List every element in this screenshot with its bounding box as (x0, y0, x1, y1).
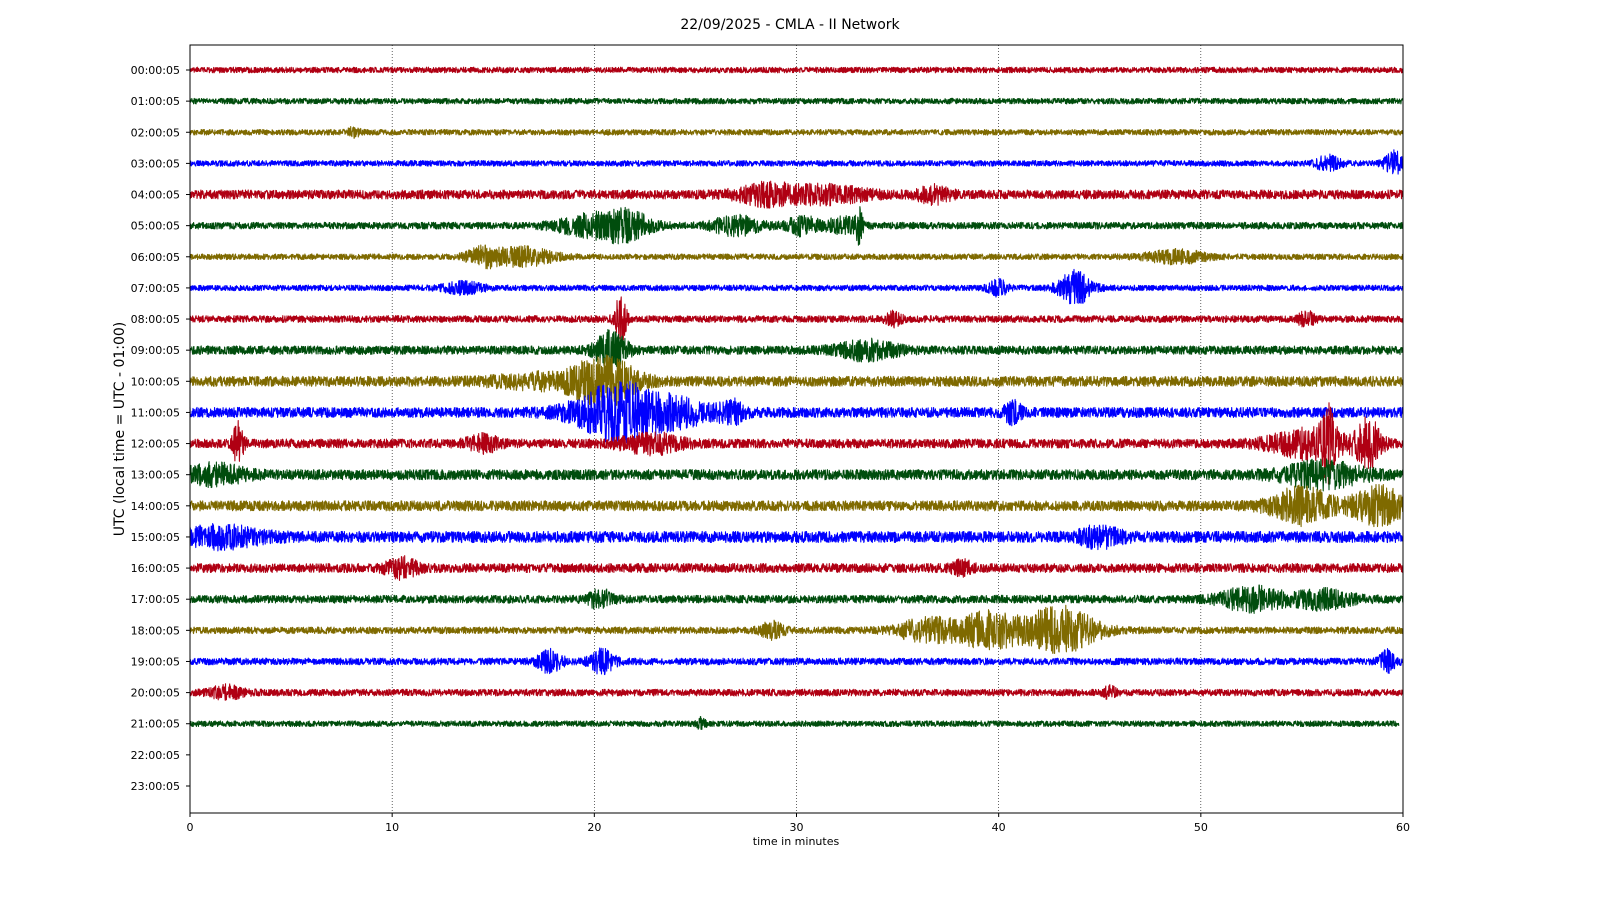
row-label: 23:00:05 (131, 780, 180, 793)
row-label: 19:00:05 (131, 655, 180, 668)
trace-100005 (189, 354, 1404, 410)
trace-200005 (189, 683, 1404, 701)
row-label: 16:00:05 (131, 562, 180, 575)
trace-110005 (189, 380, 1404, 446)
row-label: 20:00:05 (131, 687, 180, 700)
vertical-grid (391, 45, 1202, 813)
row-label: 08:00:05 (131, 313, 180, 326)
row-label: 07:00:05 (131, 282, 180, 295)
seismic-traces (189, 66, 1404, 730)
x-tick-label: 10 (385, 821, 399, 834)
trace-150005 (189, 523, 1404, 552)
row-labels: 00:00:05 01:00:05 02:00:05 03:00:05 04:00:05… (131, 64, 190, 793)
row-label: 04:00:05 (131, 189, 180, 202)
trace-090005 (189, 329, 1404, 370)
trace-020005 (189, 126, 1404, 139)
trace-040005 (189, 180, 1404, 209)
x-axis-ticks: 0 10 20 30 40 50 60 (187, 813, 1410, 834)
trace-050005 (189, 206, 1404, 246)
row-label: 02:00:05 (131, 126, 180, 139)
row-label: 13:00:05 (131, 469, 180, 482)
row-label: 00:00:05 (131, 64, 180, 77)
trace-010005 (189, 97, 1404, 105)
row-label: 10:00:05 (131, 375, 180, 388)
chart-title: 22/09/2025 - CMLA - II Network (680, 17, 900, 33)
trace-080005 (189, 296, 1403, 346)
x-tick-label: 20 (587, 821, 601, 834)
row-label: 14:00:05 (131, 500, 180, 513)
row-label: 12:00:05 (131, 438, 180, 451)
row-label: 15:00:05 (131, 531, 180, 544)
trace-190005 (189, 647, 1404, 676)
row-label: 03:00:05 (131, 157, 180, 170)
trace-160005 (189, 555, 1404, 581)
row-label: 01:00:05 (131, 95, 180, 108)
row-label: 05:00:05 (131, 220, 180, 233)
row-label: 21:00:05 (131, 718, 180, 731)
trace-130005 (189, 458, 1404, 492)
x-axis-label: time in minutes (753, 835, 840, 848)
trace-180005 (189, 604, 1404, 655)
row-label: 11:00:05 (131, 406, 180, 419)
row-label: 17:00:05 (131, 593, 180, 606)
trace-030005 (189, 149, 1404, 175)
x-tick-label: 30 (790, 821, 804, 834)
trace-060005 (189, 244, 1404, 270)
trace-210005 (189, 716, 1400, 730)
trace-170005 (189, 584, 1404, 614)
x-tick-label: 60 (1396, 821, 1410, 834)
row-label: 18:00:05 (131, 624, 180, 637)
row-label: 06:00:05 (131, 251, 180, 264)
trace-000005 (189, 66, 1404, 74)
trace-140005 (189, 483, 1404, 528)
x-tick-label: 40 (992, 821, 1006, 834)
y-axis-label: UTC (local time = UTC - 01:00) (112, 322, 128, 537)
row-label: 09:00:05 (131, 344, 180, 357)
x-tick-label: 50 (1194, 821, 1208, 834)
x-tick-label: 0 (187, 821, 194, 834)
trace-120005 (189, 402, 1404, 485)
row-label: 22:00:05 (131, 749, 180, 762)
trace-070005 (189, 268, 1404, 305)
